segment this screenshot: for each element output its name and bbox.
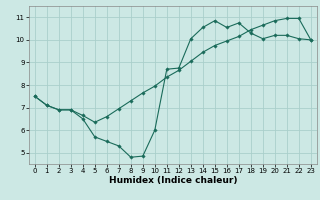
X-axis label: Humidex (Indice chaleur): Humidex (Indice chaleur) xyxy=(108,176,237,185)
